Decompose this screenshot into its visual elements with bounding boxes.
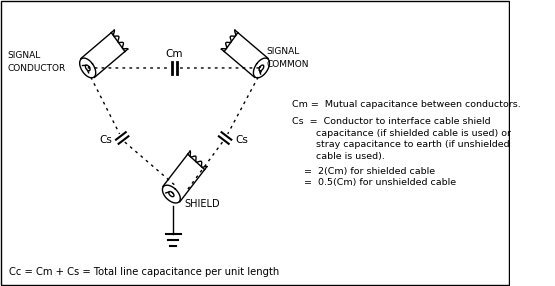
Text: Cs: Cs — [235, 135, 248, 145]
Text: cable is used).: cable is used). — [292, 152, 385, 161]
Text: SHIELD: SHIELD — [184, 199, 220, 209]
Text: SIGNAL
CONDUCTOR: SIGNAL CONDUCTOR — [7, 51, 65, 73]
Text: stray capacitance to earth (if unshielded: stray capacitance to earth (if unshielde… — [292, 140, 510, 149]
Text: Cs: Cs — [99, 135, 112, 145]
Text: capacitance (if shielded cable is used) or: capacitance (if shielded cable is used) … — [292, 129, 511, 138]
Text: Cs  =  Conductor to interface cable shield: Cs = Conductor to interface cable shield — [292, 117, 491, 126]
Text: Cc = Cm + Cs = Total line capacitance per unit length: Cc = Cm + Cs = Total line capacitance pe… — [9, 267, 279, 277]
Text: =  2(Cm) for shielded cable: = 2(Cm) for shielded cable — [292, 167, 435, 176]
Text: Cm: Cm — [166, 49, 183, 59]
Text: =  0.5(Cm) for unshielded cable: = 0.5(Cm) for unshielded cable — [292, 178, 456, 187]
Text: SIGNAL
COMMON: SIGNAL COMMON — [266, 47, 309, 69]
Text: Cm =  Mutual capacitance between conductors.: Cm = Mutual capacitance between conducto… — [292, 100, 521, 109]
